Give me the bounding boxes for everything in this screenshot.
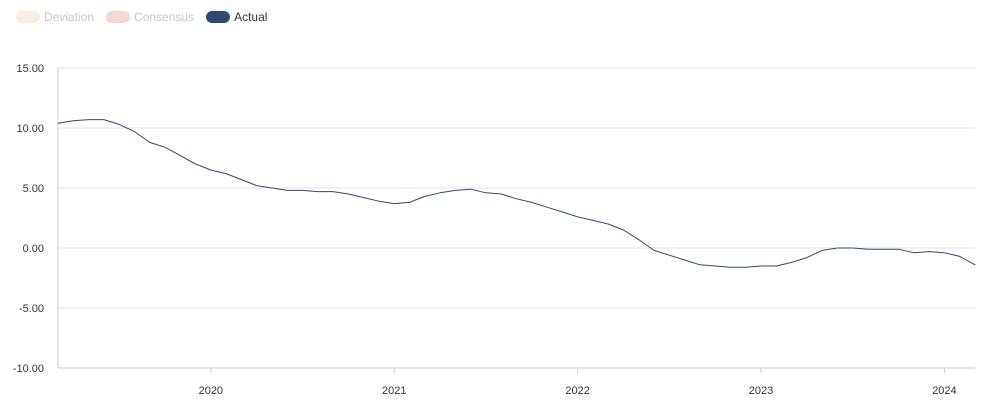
x-tick-label: 2022 — [565, 385, 589, 397]
legend-label-actual: Actual — [234, 10, 268, 24]
series-layer — [57, 119, 976, 268]
y-axis-tick-labels: 15.00 10.00 5.00 0.00 -5.00 -10.00 — [13, 63, 44, 375]
legend-swatch-deviation — [16, 11, 40, 23]
legend-swatch-consensus — [106, 11, 131, 23]
y-tick-label: 5.00 — [23, 183, 44, 195]
x-axis-tick-labels: 2020 2021 2022 2023 2024 — [199, 385, 957, 397]
x-tick-label: 2020 — [199, 385, 223, 397]
y-tick-label: 10.00 — [16, 123, 44, 135]
legend-label-deviation: Deviation — [44, 10, 95, 24]
x-tick-label: 2023 — [749, 385, 773, 397]
x-tick-label: 2021 — [382, 385, 406, 397]
legend-label-consensus: Consensus — [134, 10, 195, 24]
legend: Deviation Consensus Actual — [16, 10, 267, 24]
series-line-actual — [57, 119, 976, 268]
y-tick-label: 15.00 — [16, 63, 44, 75]
axes — [57, 68, 975, 373]
legend-item-actual[interactable]: Actual — [206, 10, 267, 24]
legend-item-consensus[interactable]: Consensus — [106, 10, 194, 24]
y-tick-label: -5.00 — [19, 303, 44, 315]
y-tick-label: 0.00 — [23, 243, 44, 255]
x-tick-label: 2024 — [932, 385, 956, 397]
legend-swatch-actual — [206, 11, 231, 23]
grid-lines — [58, 67, 975, 369]
y-tick-label: -10.00 — [13, 363, 44, 375]
legend-item-deviation[interactable]: Deviation — [16, 10, 94, 24]
